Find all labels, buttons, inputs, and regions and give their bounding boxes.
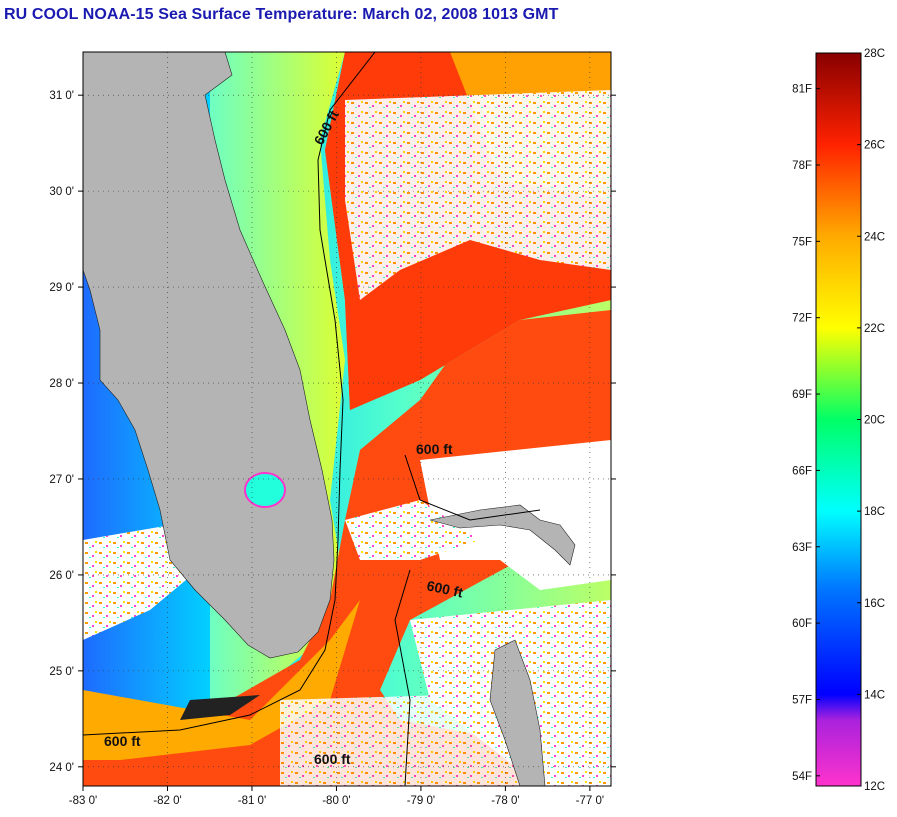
colorbar-celsius-label: 28C xyxy=(864,48,885,60)
lon-tick-label: -81 0' xyxy=(238,795,266,807)
colorbar-fahrenheit-label: 72F xyxy=(792,313,812,325)
sst-image xyxy=(83,52,611,786)
lon-tick-label: -83 0' xyxy=(69,795,97,807)
colorbar-celsius-label: 26C xyxy=(864,140,885,152)
colorbar-celsius-label: 16C xyxy=(864,598,885,610)
colorbar-fahrenheit-label: 54F xyxy=(792,771,812,783)
colorbar-celsius-label: 24C xyxy=(864,231,885,243)
colorbar-fahrenheit-label: 81F xyxy=(792,84,812,96)
florida-keys xyxy=(180,695,260,720)
lake-okeechobee xyxy=(244,472,286,508)
colorbar-fahrenheit-label: 57F xyxy=(792,694,812,706)
contour-label-600ft: 600 ft xyxy=(314,751,351,767)
lat-tick-label: 31 0' xyxy=(49,90,74,102)
cloud-southwest xyxy=(280,690,611,786)
cloud-central xyxy=(345,500,480,560)
lon-tick-label: -82 0' xyxy=(153,795,181,807)
isobath-600ft-strait xyxy=(394,569,411,786)
lat-tick-label: 27 0' xyxy=(49,474,74,486)
isobath-600ft-florida xyxy=(83,52,376,736)
colorbar-celsius-labels: 28C 26C 24C 22C 20C 18C 16C 14C 12C xyxy=(857,48,885,793)
lat-tick-label: 28 0' xyxy=(49,378,74,390)
map-title: RU COOL NOAA-15 Sea Surface Temperature:… xyxy=(4,6,559,23)
colorbar-fahrenheit-label: 66F xyxy=(792,465,812,477)
lat-tick-label: 25 0' xyxy=(49,666,74,678)
lat-tick-label: 24 0' xyxy=(49,762,74,774)
lat-tick-label: 29 0' xyxy=(49,282,74,294)
bahamas-north xyxy=(429,504,576,566)
colorbar-fahrenheit-labels: 81F 78F 75F 72F 69F 66F 63F 60F 57F 54F xyxy=(792,84,820,783)
map-grid xyxy=(78,52,616,791)
colorbar: 28C 26C 24C 22C 20C 18C 16C 14C 12C 81F 78F 75F 72F… xyxy=(792,48,885,793)
longitude-labels: -83 0' -82 0' -81 0' -80 0' -79 0' -78 0' -77 … xyxy=(69,795,604,807)
lon-tick-label: -79 0' xyxy=(407,795,435,807)
colorbar-fahrenheit-label: 63F xyxy=(792,542,812,554)
colorbar-ramp xyxy=(815,52,862,787)
lon-tick-label: -78 0' xyxy=(491,795,519,807)
map-frame xyxy=(82,51,612,787)
andros-island xyxy=(489,639,546,786)
isobath-600ft-bahamas xyxy=(404,454,541,521)
contour-label-600ft: 600 ft xyxy=(425,577,464,600)
colorbar-celsius-label: 14C xyxy=(864,689,885,701)
lon-tick-label: -77 0' xyxy=(576,795,604,807)
colorbar-fahrenheit-label: 78F xyxy=(792,160,812,172)
cloud-north xyxy=(345,90,611,300)
colorbar-fahrenheit-label: 75F xyxy=(792,236,812,248)
colorbar-fahrenheit-label: 69F xyxy=(792,389,812,401)
colorbar-fahrenheit-label: 60F xyxy=(792,618,812,630)
latitude-labels: 24 0' 25 0' 26 0' 27 0' 28 0' 29 0' 30 0' 31 0' xyxy=(49,90,74,774)
contour-label-600ft: 600 ft xyxy=(416,441,453,457)
colorbar-celsius-label: 20C xyxy=(864,415,885,427)
lat-tick-label: 30 0' xyxy=(49,186,74,198)
colorbar-celsius-label: 22C xyxy=(864,323,885,335)
contour-label-600ft: 600 ft xyxy=(104,733,141,749)
colorbar-celsius-label: 12C xyxy=(864,781,885,793)
lat-tick-label: 26 0' xyxy=(49,570,74,582)
colorbar-celsius-label: 18C xyxy=(864,506,885,518)
lon-tick-label: -80 0' xyxy=(322,795,350,807)
